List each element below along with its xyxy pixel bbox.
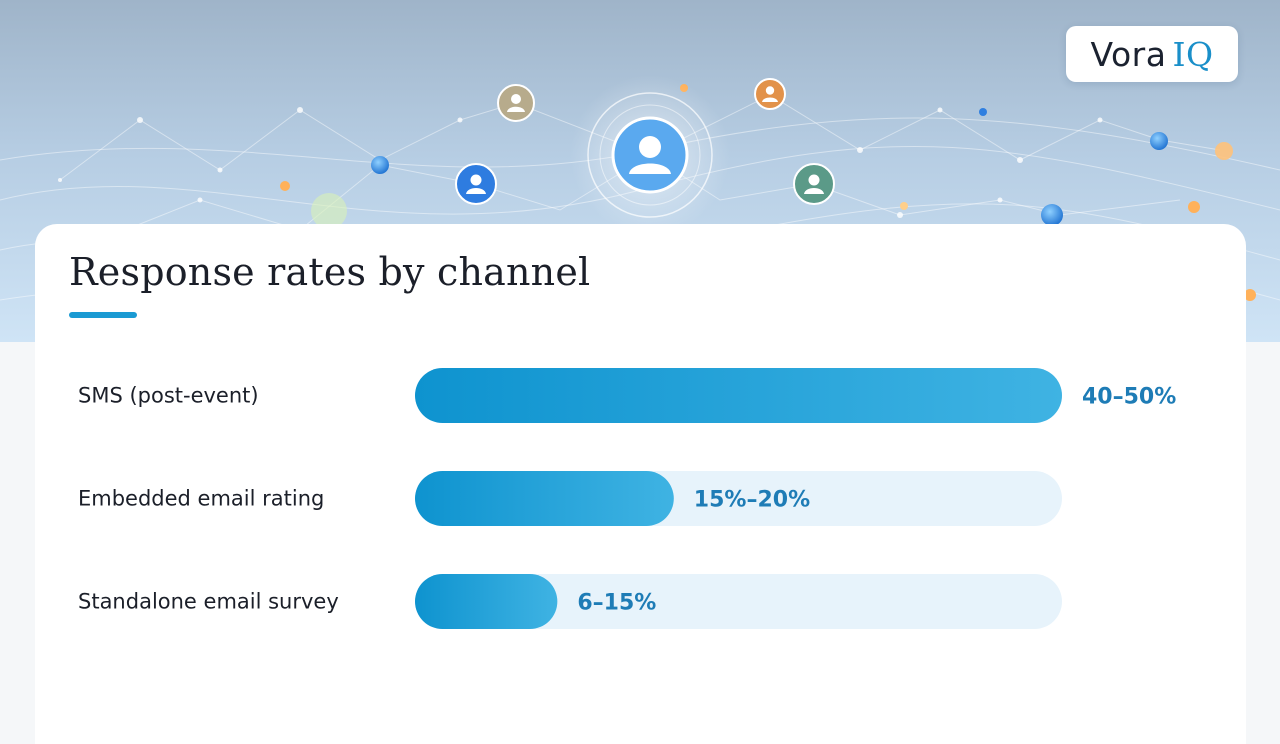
bar: [415, 368, 1062, 423]
value-label: 15%–20%: [694, 488, 810, 513]
response-rate-bar-chart: SMS (post-event) 40–50% Embedded email rat…: [78, 368, 1176, 629]
bar: [415, 471, 674, 526]
page-title: Response rates by channel: [69, 250, 591, 294]
content-card: Response rates by channel SMS (post-even…: [35, 224, 1246, 744]
value-label: 6–15%: [577, 591, 656, 616]
user-avatar-icon: [754, 78, 786, 110]
category-label: SMS (post-event): [78, 384, 259, 408]
category-label: Embedded email rating: [78, 487, 324, 511]
user-avatar-icon: [497, 84, 535, 122]
user-avatar-icon: [611, 116, 689, 194]
bar-track: [415, 574, 1062, 629]
bar: [415, 574, 558, 629]
category-label: Standalone email survey: [78, 590, 339, 614]
logo-word-vora: Vora: [1090, 34, 1167, 74]
value-label: 40–50%: [1082, 385, 1176, 410]
title-accent-underline: [69, 312, 137, 318]
logo-word-iq: IQ: [1172, 34, 1214, 74]
brand-logo: Vora IQ: [1066, 26, 1238, 82]
user-avatar-icon: [793, 163, 835, 205]
user-avatar-icon: [455, 163, 497, 205]
